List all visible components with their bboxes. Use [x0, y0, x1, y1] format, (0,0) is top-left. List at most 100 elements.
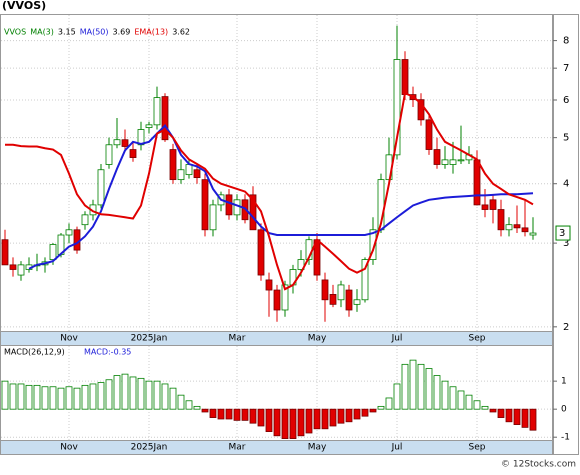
x-tick-label: Nov [60, 334, 78, 344]
macd-bar [49, 386, 57, 410]
candle-body [529, 232, 537, 236]
macd-bar [201, 408, 209, 413]
candle-body [145, 124, 153, 128]
candle-body [481, 204, 489, 210]
macd-bar [65, 386, 73, 410]
y-tick-label: 6 [563, 95, 569, 106]
macd-bar [521, 408, 529, 428]
macd-bar [225, 408, 233, 420]
macd-bar [257, 408, 265, 427]
candle-body [369, 229, 377, 260]
macd-bar [121, 373, 129, 410]
macd-bar [369, 408, 377, 413]
x-tick-label: 2025Jan [131, 334, 168, 344]
macd-bar [33, 384, 41, 410]
chart-title: (VVOS) [2, 0, 46, 12]
candle-body [193, 169, 201, 179]
x-tick-label: Sep [469, 443, 486, 453]
candle-body [105, 144, 113, 165]
macd-bar [249, 408, 257, 424]
candle-body [273, 289, 281, 311]
candle-body [441, 159, 449, 165]
candle-body [129, 149, 137, 158]
candle-body [457, 159, 465, 162]
legend-value: 3.69 [113, 28, 131, 37]
ma-line [28, 124, 534, 270]
y-tick-label: 1 [561, 377, 567, 387]
macd-bar [393, 383, 401, 410]
macd-bar [25, 384, 33, 410]
y-tick-label: 0 [561, 405, 567, 415]
macd-bar [401, 363, 409, 410]
candle-body [209, 204, 217, 231]
macd-bar [145, 380, 153, 410]
x-tick-label: Sep [469, 334, 486, 344]
candle-body [153, 97, 161, 126]
macd-bar [409, 359, 417, 410]
macd-bar [489, 408, 497, 413]
macd-bar [353, 408, 361, 420]
y-tick-label: 4 [563, 179, 569, 190]
candle-body [393, 59, 401, 156]
price-panel [0, 14, 553, 332]
candle-body [417, 99, 425, 121]
macd-bar [529, 408, 537, 431]
legend-label: MA(3) [30, 28, 54, 37]
candle-body [177, 169, 185, 181]
macd-title: MACD(26,12,9) [4, 348, 65, 357]
macd-bar [337, 408, 345, 424]
legend-label: MA(50) [80, 28, 109, 37]
macd-bar [457, 390, 465, 410]
macd-bar [9, 383, 17, 410]
macd-bar [233, 408, 241, 421]
macd-bar [193, 405, 201, 410]
candle-body [281, 284, 289, 311]
candle-body [81, 214, 89, 226]
candle-body [201, 179, 209, 231]
candle-body [425, 119, 433, 150]
candle-body [161, 96, 169, 141]
macd-bar [137, 377, 145, 410]
candle-body [121, 139, 129, 147]
x-axis-band [0, 440, 553, 455]
macd-bar [497, 408, 505, 418]
x-tick-label: Jul [391, 443, 403, 453]
macd-bar [449, 386, 457, 410]
candle-body [65, 229, 73, 236]
y-tick-label: 3 [563, 238, 569, 249]
candle-body [353, 299, 361, 305]
x-tick-label: 2025Jan [131, 443, 168, 453]
y-tick-label: 5 [563, 133, 569, 144]
macd-bar [185, 400, 193, 410]
macd-bar [273, 408, 281, 437]
macd-bar [97, 382, 105, 410]
candle-body [321, 279, 329, 301]
macd-bar [169, 387, 177, 410]
legend-symbol: VVOS [4, 28, 26, 37]
macd-bar [441, 380, 449, 410]
candle-body [361, 259, 369, 301]
macd-bar [345, 408, 353, 423]
macd-bar [305, 408, 313, 434]
macd-bar [281, 408, 289, 439]
macd-bar [17, 383, 25, 410]
macd-bar [161, 383, 169, 410]
candle-body [49, 244, 57, 260]
legend-value: 3.62 [172, 28, 190, 37]
candle-body [9, 264, 17, 270]
macd-bar [73, 387, 81, 410]
candle-body [513, 224, 521, 229]
last-price-label: 3 [559, 228, 565, 239]
candle-body [345, 289, 353, 311]
macd-bar [417, 363, 425, 410]
candle-body [265, 279, 273, 291]
macd-bar [377, 405, 385, 410]
macd-bar [425, 368, 433, 410]
macd-bar [81, 384, 89, 410]
y-tick-label: 2 [563, 322, 569, 333]
candle-body [329, 294, 337, 305]
candle-body [249, 194, 257, 231]
candle-body [225, 194, 233, 216]
x-tick-label: Jul [391, 334, 403, 344]
